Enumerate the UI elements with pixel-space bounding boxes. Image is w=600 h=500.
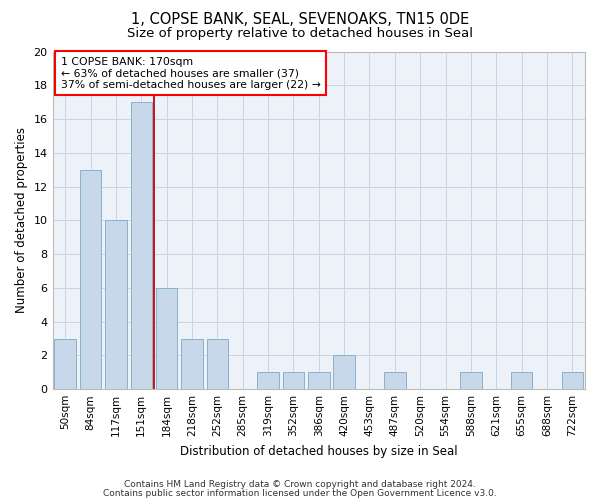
Bar: [80, 170, 101, 389]
Bar: [511, 372, 532, 389]
Text: Contains public sector information licensed under the Open Government Licence v3: Contains public sector information licen…: [103, 489, 497, 498]
Text: Size of property relative to detached houses in Seal: Size of property relative to detached ho…: [127, 28, 473, 40]
Bar: [206, 338, 228, 389]
Bar: [131, 102, 152, 389]
Bar: [384, 372, 406, 389]
Bar: [562, 372, 583, 389]
Text: Contains HM Land Registry data © Crown copyright and database right 2024.: Contains HM Land Registry data © Crown c…: [124, 480, 476, 489]
Bar: [283, 372, 304, 389]
Bar: [156, 288, 178, 389]
Bar: [181, 338, 203, 389]
Bar: [334, 356, 355, 389]
Bar: [308, 372, 329, 389]
Bar: [105, 220, 127, 389]
Y-axis label: Number of detached properties: Number of detached properties: [15, 128, 28, 314]
X-axis label: Distribution of detached houses by size in Seal: Distribution of detached houses by size …: [180, 444, 458, 458]
Bar: [55, 338, 76, 389]
Text: 1 COPSE BANK: 170sqm
← 63% of detached houses are smaller (37)
37% of semi-detac: 1 COPSE BANK: 170sqm ← 63% of detached h…: [61, 56, 320, 90]
Bar: [257, 372, 279, 389]
Text: 1, COPSE BANK, SEAL, SEVENOAKS, TN15 0DE: 1, COPSE BANK, SEAL, SEVENOAKS, TN15 0DE: [131, 12, 469, 28]
Bar: [460, 372, 482, 389]
